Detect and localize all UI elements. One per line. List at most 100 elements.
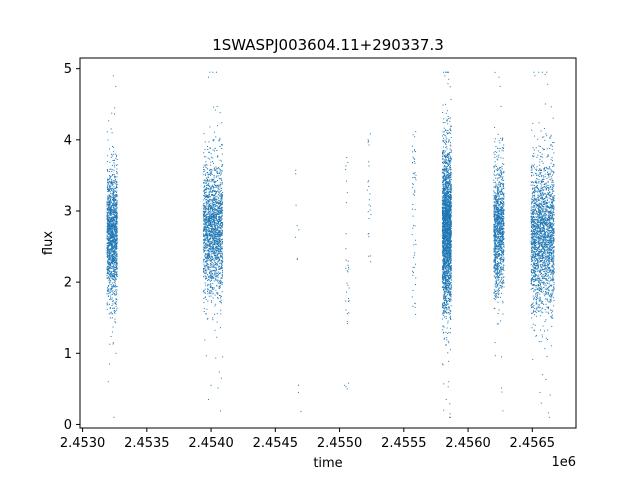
data-point-cluster-1 — [114, 177, 116, 179]
data-point-cluster-2 — [204, 148, 206, 150]
data-point-cluster-2 — [210, 221, 212, 223]
data-point-cluster-2 — [208, 184, 210, 186]
data-point-cluster-2 — [218, 216, 220, 218]
data-point-cluster-1 — [108, 246, 110, 248]
data-point-cluster-2 — [208, 279, 210, 281]
data-point-cluster-2 — [209, 286, 211, 288]
data-point-cluster-1 — [113, 191, 115, 193]
data-point-cluster-2 — [219, 138, 221, 140]
data-point-cluster-1 — [110, 195, 112, 197]
data-point-cluster-2 — [208, 228, 210, 230]
data-point-cluster-2 — [213, 252, 215, 254]
data-point-cluster-2 — [206, 207, 208, 209]
data-point-cluster-2 — [205, 278, 207, 280]
data-point-cluster-1 — [112, 343, 114, 345]
data-point-cluster-2 — [222, 258, 224, 260]
data-point-cluster-3 — [450, 257, 452, 259]
data-point-cluster-2 — [221, 196, 223, 198]
data-point-cluster-2 — [211, 185, 213, 187]
data-point-cluster-2 — [213, 175, 215, 177]
data-point-cluster-3 — [446, 199, 448, 201]
data-point-cluster-1 — [111, 237, 113, 239]
data-point-cluster-1 — [106, 181, 108, 183]
data-point-cluster-2 — [213, 203, 215, 205]
data-point-cluster-3 — [442, 274, 444, 276]
data-point-cluster-3 — [445, 274, 447, 276]
data-point-cluster-1 — [107, 229, 109, 231]
data-point-cluster-1 — [114, 254, 116, 256]
data-point-cluster-2 — [219, 206, 221, 208]
data-point-cluster-2 — [216, 229, 218, 231]
data-point-cluster-2 — [211, 266, 213, 268]
data-point-cluster-2 — [220, 226, 222, 228]
data-point-cluster-1 — [106, 205, 108, 207]
data-point-cluster-1 — [113, 236, 115, 238]
data-point-cluster-1 — [110, 223, 112, 225]
data-point-cluster-1 — [114, 293, 116, 295]
data-point-cluster-1 — [112, 224, 114, 226]
data-point-cluster-2 — [206, 276, 208, 278]
data-point-cluster-1 — [107, 217, 109, 219]
data-point-cluster-1 — [109, 171, 111, 173]
data-point-cluster-2 — [217, 298, 219, 300]
data-point-cluster-2 — [216, 228, 218, 230]
data-point-cluster-2 — [214, 248, 216, 250]
data-point-cluster-2 — [205, 173, 207, 175]
data-point-cluster-1 — [115, 235, 116, 237]
data-point-cluster-2 — [209, 187, 211, 189]
data-point-cluster-2 — [211, 194, 213, 196]
data-point-cluster-2 — [214, 234, 216, 236]
data-point-cluster-1 — [107, 224, 109, 226]
data-point-cluster-2 — [206, 146, 208, 147]
data-point-cluster-3 — [444, 260, 446, 262]
data-point-cluster-2 — [221, 170, 223, 172]
data-point-cluster-3 — [444, 228, 446, 230]
data-point-cluster-1 — [112, 187, 114, 189]
data-point-cluster-2 — [205, 239, 207, 241]
data-point-cluster-1 — [108, 180, 110, 182]
data-point-cluster-3 — [449, 264, 451, 266]
data-point-cluster-1 — [107, 248, 109, 250]
data-point-cluster-1 — [112, 246, 114, 248]
data-point-cluster-1 — [111, 246, 113, 248]
data-point-cluster-1 — [109, 209, 111, 211]
data-point-cluster-2 — [212, 319, 214, 321]
data-point-cluster-2 — [209, 242, 211, 244]
data-point-cluster-2 — [222, 241, 224, 243]
data-point-cluster-1 — [116, 247, 118, 249]
data-point-cluster-2 — [206, 318, 208, 320]
data-point-cluster-2 — [221, 282, 223, 284]
data-point-cluster-3 — [442, 141, 444, 143]
data-point-cluster-2 — [218, 177, 220, 179]
data-point-cluster-1 — [110, 227, 112, 229]
data-point-cluster-2 — [210, 300, 212, 302]
data-point-cluster-3 — [443, 298, 445, 300]
data-point-cluster-2 — [203, 297, 205, 299]
data-point-cluster-2 — [219, 146, 221, 147]
data-point-cluster-2 — [210, 295, 212, 297]
data-point-cluster-2 — [216, 263, 218, 265]
data-point-cluster-2 — [219, 225, 221, 227]
data-point-cluster-2 — [206, 266, 208, 268]
data-point-cluster-3 — [447, 174, 449, 176]
data-point-cluster-2 — [221, 153, 223, 155]
data-point-cluster-3 — [443, 228, 445, 230]
data-point-cluster-2 — [221, 226, 223, 228]
data-point-cluster-1 — [108, 252, 110, 254]
data-point-cluster-2 — [216, 235, 218, 237]
data-point-cluster-1 — [114, 250, 116, 252]
data-point-cluster-1 — [111, 251, 113, 253]
data-point-cluster-2 — [218, 273, 220, 275]
data-point-cluster-3 — [449, 169, 451, 171]
data-point-cluster-2 — [219, 195, 221, 197]
data-point-cluster-2 — [207, 268, 209, 270]
data-point-cluster-1 — [113, 284, 115, 286]
data-point-cluster-2 — [208, 141, 210, 143]
data-point-cluster-1 — [115, 245, 117, 247]
data-point-cluster-3 — [446, 221, 448, 223]
data-point-cluster-1 — [110, 271, 112, 273]
data-point-cluster-2 — [206, 308, 208, 310]
data-point-cluster-1 — [107, 231, 109, 233]
data-point-cluster-3 — [450, 203, 452, 205]
data-point-cluster-2 — [215, 248, 217, 250]
